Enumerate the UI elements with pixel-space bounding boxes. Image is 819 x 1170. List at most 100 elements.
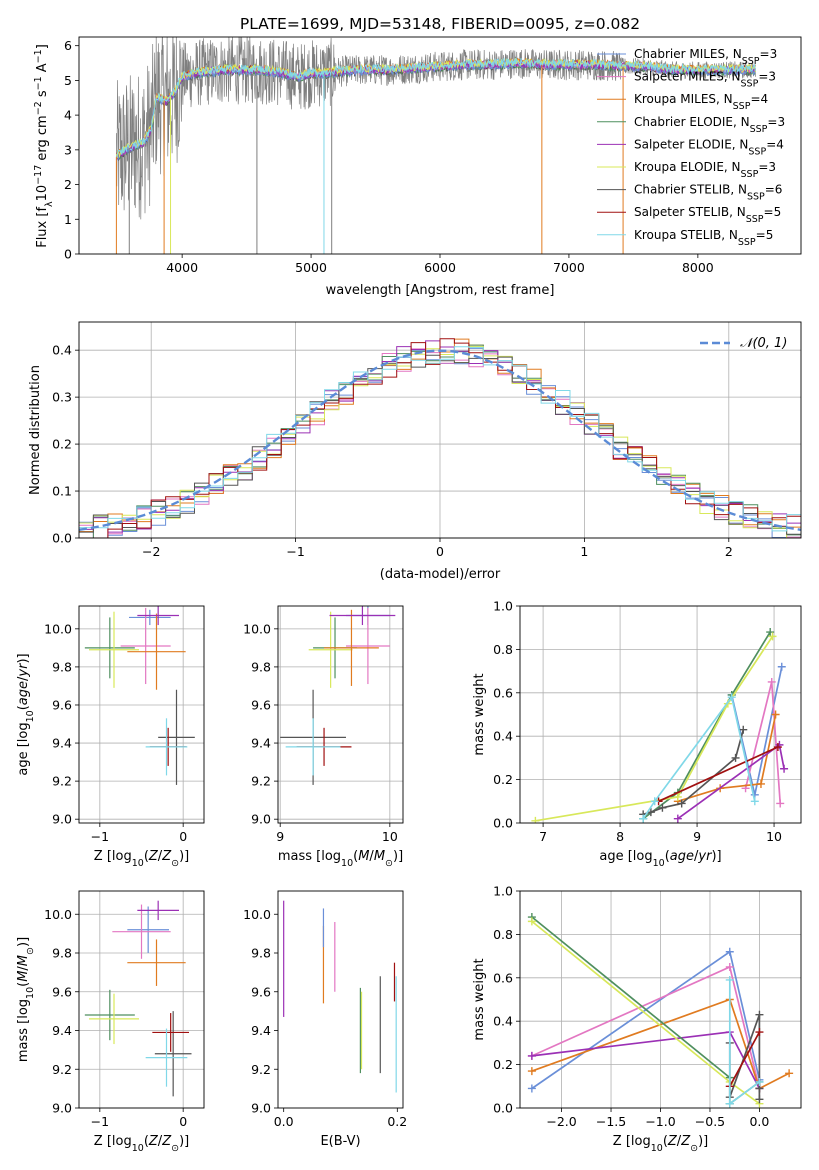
chart-mass_vs_Z: −1 0 9.0 9.2 9.4 9.6 9.8 10.0 Z [log10(Z/Z⊙)] mas…	[16, 890, 205, 1154]
y-tick-label: 0.6	[493, 685, 513, 700]
x-axis-label: Z [log10(Z/Z⊙)]	[94, 1134, 189, 1154]
weight-marker	[673, 792, 682, 801]
x-tick-label: 9	[693, 829, 701, 844]
axes-frame: 9 10 9.0 9.2 9.4 9.6 9.8 10.0 mass [log10(M/M⊙)]	[243, 605, 404, 869]
weight-marker	[776, 799, 785, 808]
y-tick-label: 0.4	[493, 1014, 513, 1029]
weight-marker	[527, 1051, 536, 1060]
weight-marker	[527, 917, 536, 926]
weight-marker	[639, 814, 648, 823]
weight-line	[531, 920, 760, 1105]
x-axis-label: mass [log10(M/M⊙)]	[278, 849, 403, 869]
axes-frame: −1 0 9.0 9.2 9.4 9.6 9.8 10.0 Z [log10(Z/Z⊙)] mas…	[16, 890, 205, 1154]
weight-marker	[750, 797, 759, 806]
plot-area	[280, 606, 396, 785]
x-tick-label: 6000	[424, 260, 456, 275]
x-tick-label: −1.0	[645, 1114, 675, 1129]
axes-border	[277, 890, 404, 1109]
weight-marker	[725, 975, 734, 984]
y-tick-label: 0.2	[52, 437, 72, 452]
x-tick-label: −1	[91, 1114, 109, 1129]
y-tick-label: 9.6	[251, 697, 271, 712]
weight-marker	[673, 814, 682, 823]
x-tick-label: −2	[142, 544, 160, 559]
axes-border	[519, 605, 802, 824]
legend-label: Chabrier ELODIE, NSSP=3	[634, 115, 785, 135]
x-tick-label: 4000	[166, 260, 198, 275]
weight-line	[535, 635, 774, 822]
y-tick-label: 0.6	[493, 970, 513, 985]
x-tick-label: 9	[276, 829, 284, 844]
axes-frame: −1 0 9.0 9.2 9.4 9.6 9.8 10.0 Z [log10(Z/Z⊙)] age…	[16, 605, 205, 869]
y-tick-label: 9.8	[52, 946, 72, 961]
y-tick-label: 3	[64, 142, 72, 157]
y-tick-label: 1.0	[493, 599, 513, 614]
weight-marker	[739, 725, 748, 734]
weight-line	[531, 950, 761, 1090]
weight-marker	[725, 962, 734, 971]
weight-line	[729, 1031, 761, 1087]
y-tick-label: 9.4	[52, 736, 72, 751]
y-tick-label: 2	[64, 177, 72, 192]
weight-line	[531, 916, 760, 1106]
weight-line	[658, 746, 779, 803]
weight-line	[531, 998, 790, 1090]
legend-label: 𝒩(0, 1)	[740, 336, 787, 351]
weight-marker	[725, 1099, 734, 1108]
x-tick-label: 7000	[553, 260, 585, 275]
weight-marker	[531, 816, 540, 823]
y-tick-label: 9.0	[52, 1101, 72, 1116]
weight-marker	[727, 693, 736, 702]
chart-weight_vs_age: 7 8 9 10 0.0 0.2 0.4 0.6 0.8 1.0 age [log10(age/yr…	[472, 599, 802, 869]
weight-marker	[755, 1077, 764, 1086]
weight-marker	[527, 1084, 536, 1093]
y-tick-label: 5	[64, 73, 72, 88]
legend-label: Chabrier MILES, NSSP=3	[634, 47, 777, 67]
y-tick-label: 0.8	[493, 642, 513, 657]
weight-marker	[777, 662, 786, 671]
y-tick-label: 9.2	[251, 1062, 271, 1077]
weight-marker	[767, 677, 776, 686]
x-axis-label: age [log10(age/yr)]	[599, 849, 721, 869]
y-tick-label: 6	[64, 38, 72, 53]
plot-area	[115, 37, 757, 254]
x-tick-label: −0.5	[695, 1114, 725, 1129]
weight-line	[531, 965, 761, 1089]
y-tick-label: 9.0	[52, 812, 72, 827]
x-tick-label: 10	[766, 829, 782, 844]
weight-marker	[527, 1067, 536, 1076]
weight-marker	[773, 743, 782, 752]
y-tick-label: 0.2	[493, 772, 513, 787]
x-tick-label: 0	[179, 829, 187, 844]
axes-frame: −2 −1 0 1 2 0.0 0.1 0.2 0.3 0.4 (data-model)/error…	[28, 321, 802, 582]
x-tick-label: −1	[91, 829, 109, 844]
y-axis-label: mass weight	[472, 673, 487, 755]
plot-area	[79, 338, 801, 538]
axes-frame: 4000 5000 6000 7000 8000 0 1 2 3 4 5 6 wavelength [A…	[33, 36, 802, 298]
y-tick-label: 0.0	[493, 816, 513, 831]
x-tick-label: −1	[286, 544, 304, 559]
plot-area	[531, 628, 789, 823]
weight-marker	[756, 779, 765, 788]
x-tick-label: 0	[179, 1114, 187, 1129]
y-axis-label: Flux [fλ10−17 erg cm−2 s−1 A−1]	[33, 44, 55, 248]
y-tick-label: 9.2	[52, 1062, 72, 1077]
x-tick-label: 0.0	[274, 1114, 294, 1129]
x-tick-label: 8000	[682, 260, 714, 275]
x-axis-label: wavelength [Angstrom, rest frame]	[326, 283, 555, 298]
legend-label: Kroupa ELODIE, NSSP=3	[634, 160, 776, 180]
legend-label: Salpeter MILES, NSSP=3	[634, 70, 776, 90]
plot-area	[84, 900, 192, 1097]
plot-area	[527, 913, 794, 1108]
y-tick-label: 9.4	[52, 1023, 72, 1038]
weight-marker	[768, 632, 777, 641]
y-tick-label: 0	[64, 247, 72, 262]
weight-marker	[785, 1069, 794, 1078]
chart-weight_vs_Z: −2.0 −1.5 −1.0 −0.5 0.0 0.0 0.2 0.4 0.6 0.8 1.0 Z […	[472, 884, 802, 1154]
weight-marker	[755, 1028, 764, 1037]
y-tick-label: 9.2	[52, 774, 72, 789]
y-tick-label: 9.4	[251, 1023, 271, 1038]
x-axis-label: Z [log10(Z/Z⊙)]	[613, 1134, 708, 1154]
y-tick-label: 0.0	[52, 531, 72, 546]
y-axis-label: age [log10(age/yr)]	[16, 653, 36, 775]
